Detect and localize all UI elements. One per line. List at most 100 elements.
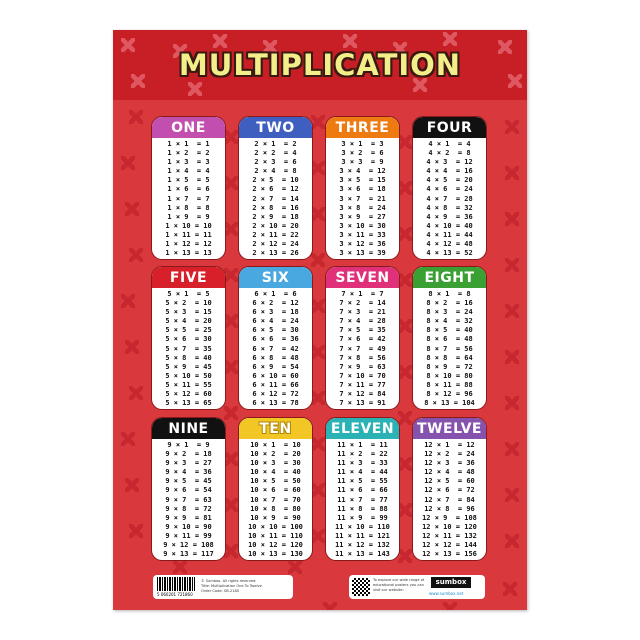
- table-row: 7 × 2 = 14: [339, 299, 386, 308]
- table-row: 7 × 1 = 7: [341, 290, 384, 298]
- table-row: 11 × 4 = 44: [337, 468, 388, 477]
- table-row: 6 × 5 = 30: [252, 326, 299, 335]
- cross-decoration: [311, 115, 325, 129]
- website-link[interactable]: www.sumbox.net: [429, 591, 464, 596]
- cross-decoration: [398, 365, 412, 379]
- table-row: 12 × 11 = 132: [422, 531, 477, 540]
- table-row: 6 × 3 = 18: [252, 308, 299, 317]
- table-row: 7 × 8 = 56: [339, 353, 386, 362]
- table-row: 10 × 6 = 60: [250, 486, 301, 495]
- qr-code: [352, 578, 370, 596]
- table-row: 9 × 12 = 108: [163, 541, 214, 550]
- table-row: 2 × 3 = 6: [254, 158, 297, 167]
- table-row: 10 × 10 = 100: [248, 522, 303, 531]
- table-row: 8 × 9 = 72: [426, 362, 473, 371]
- table-row: 9 × 4 = 36: [165, 468, 212, 477]
- table-row: 2 × 2 = 4: [254, 149, 297, 158]
- table-row: 5 × 10 = 50: [165, 371, 212, 380]
- cross-decoration: [311, 529, 325, 543]
- cross-decoration: [443, 602, 457, 610]
- table-row: 10 × 5 = 50: [250, 477, 301, 486]
- table-row: 1 × 1 = 1: [167, 140, 210, 148]
- cross-decoration: [398, 319, 412, 333]
- table-row: 10 × 9 = 90: [250, 513, 301, 522]
- table-row: 1 × 7 = 7: [167, 194, 210, 203]
- cross-decoration: [311, 483, 325, 497]
- table-row: 12 × 3 = 36: [424, 459, 475, 468]
- table-row: 2 × 11 = 22: [252, 230, 299, 239]
- table-row: 11 × 1 = 11: [337, 441, 388, 449]
- cross-decoration: [398, 273, 412, 287]
- card-title: SEVEN: [326, 267, 399, 288]
- table-row: 8 × 1 = 8: [428, 290, 471, 298]
- table-row: 5 × 5 = 25: [165, 326, 212, 335]
- table-row: 4 × 5 = 20: [426, 176, 473, 185]
- card-title: EIGHT: [413, 267, 486, 288]
- table-row: 3 × 3 = 9: [341, 158, 384, 167]
- table-row: 6 × 1 = 6: [254, 290, 297, 298]
- table-row: 4 × 3 = 12: [426, 158, 473, 167]
- table-row: 3 × 8 = 24: [339, 203, 386, 212]
- explore-text: To explore our wide range of educational…: [373, 578, 425, 592]
- cross-decoration: [323, 602, 337, 610]
- table-row: 6 × 4 = 24: [252, 317, 299, 326]
- cross-decoration: [505, 304, 519, 318]
- times-table-card-twelve: TWELVE 12 × 1 = 12 12 × 2 = 24 12 × 3 = 36 1…: [412, 417, 487, 561]
- table-row: 4 × 6 = 24: [426, 185, 473, 194]
- table-row: 7 × 7 = 49: [339, 344, 386, 353]
- cross-decoration: [505, 534, 519, 548]
- table-row: 12 × 10 = 120: [422, 522, 477, 531]
- cross-decoration: [224, 130, 238, 144]
- cross-decoration: [121, 38, 135, 52]
- table-rows: 12 × 1 = 12 12 × 2 = 24 12 × 3 = 36 12 × 4 …: [413, 439, 486, 559]
- table-row: 4 × 9 = 36: [426, 212, 473, 221]
- table-row: 3 × 2 = 6: [341, 149, 384, 158]
- table-row: 9 × 7 = 63: [165, 495, 212, 504]
- barcode: [157, 577, 195, 591]
- table-row: 5 × 4 = 20: [165, 317, 212, 326]
- table-row: 5 × 6 = 30: [165, 335, 212, 344]
- table-rows: 11 × 1 = 11 11 × 2 = 22 11 × 3 = 33 11 × 4 …: [326, 439, 399, 559]
- order-code-text: Order Code: SB-2180: [201, 589, 240, 593]
- table-row: 6 × 7 = 42: [252, 344, 299, 353]
- table-row: 2 × 12 = 24: [252, 240, 299, 249]
- cross-decoration: [505, 212, 519, 226]
- cross-decoration: [505, 488, 519, 502]
- cross-decoration: [129, 248, 143, 262]
- table-row: 1 × 5 = 5: [167, 176, 210, 185]
- table-row: 9 × 9 = 81: [165, 513, 212, 522]
- card-title: FIVE: [152, 267, 225, 288]
- card-title: FOUR: [413, 117, 486, 138]
- card-title: SIX: [239, 267, 312, 288]
- product-title-text: Title: Multiplication One To Twelve: [201, 584, 262, 588]
- table-row: 2 × 9 = 18: [252, 212, 299, 221]
- table-row: 4 × 1 = 4: [428, 140, 471, 148]
- table-row: 6 × 12 = 72: [252, 390, 299, 399]
- table-row: 7 × 5 = 35: [339, 326, 386, 335]
- table-row: 2 × 1 = 2: [254, 140, 297, 148]
- table-row: 5 × 7 = 35: [165, 344, 212, 353]
- poster-header: [113, 30, 527, 100]
- cross-decoration: [311, 345, 325, 359]
- cross-decoration: [505, 442, 519, 456]
- table-row: 1 × 4 = 4: [167, 167, 210, 176]
- table-row: 8 × 11 = 88: [426, 380, 473, 389]
- table-row: 5 × 12 = 60: [165, 390, 212, 399]
- table-row: 3 × 12 = 36: [339, 240, 386, 249]
- card-title: TWO: [239, 117, 312, 138]
- table-row: 7 × 10 = 70: [339, 371, 386, 380]
- card-title: THREE: [326, 117, 399, 138]
- table-row: 6 × 11 = 66: [252, 380, 299, 389]
- table-row: 1 × 12 = 12: [165, 240, 212, 249]
